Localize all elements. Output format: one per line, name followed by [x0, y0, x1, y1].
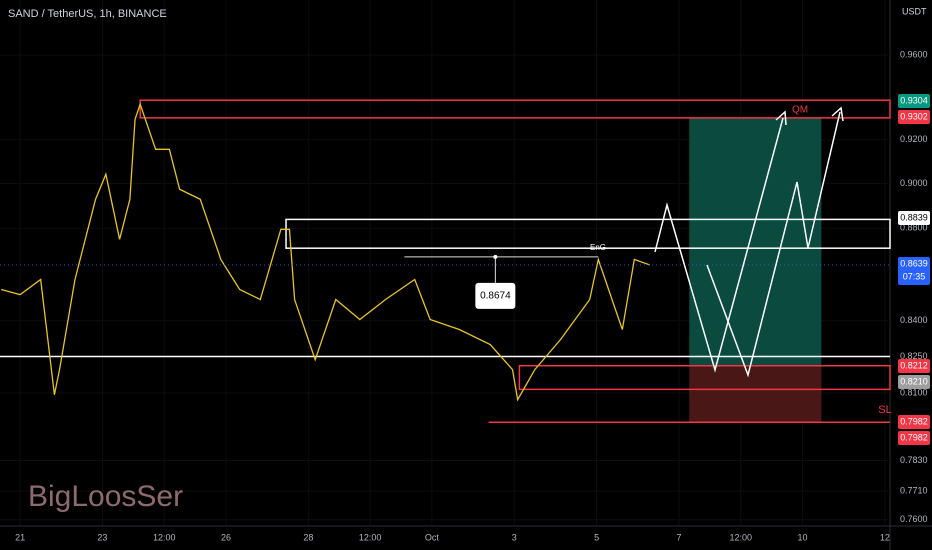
x-tick-label: 12	[880, 532, 890, 542]
arrow-head	[831, 106, 844, 122]
y-tick-label: 0.7830	[900, 455, 928, 465]
zone	[285, 218, 891, 249]
axis-unit: USDT	[902, 6, 927, 16]
annotation: SL	[878, 404, 891, 416]
price-tag-label: 0.7982	[900, 416, 928, 426]
x-tick-label: 26	[221, 532, 231, 542]
x-tick-label: 10	[797, 532, 807, 542]
price-tag-label: 0.9304	[900, 95, 928, 105]
y-tick-label: 0.9200	[900, 134, 928, 144]
price-tag	[898, 375, 930, 389]
price-tag-label: 0.7982	[900, 432, 928, 442]
chart-title: SAND / TetherUS, 1h, BINANCE	[8, 8, 167, 20]
callout-dot	[493, 254, 498, 259]
y-tick-label: 0.8400	[900, 315, 928, 325]
price-tag	[898, 110, 930, 124]
y-tick-label: 0.8250	[900, 351, 928, 361]
zone	[518, 364, 891, 391]
x-tick-label: 12:00	[359, 532, 382, 542]
x-tick-label: 23	[97, 532, 107, 542]
price-tag	[898, 211, 930, 225]
arrow-head	[775, 110, 787, 126]
price-tag-label: 0.8212	[900, 360, 928, 370]
price-tag	[898, 431, 930, 445]
x-tick-label: 12:00	[153, 532, 176, 542]
price-tag	[898, 415, 930, 429]
y-tick-label: 0.9000	[900, 178, 928, 188]
y-tick-label: 0.8100	[900, 387, 928, 397]
annotation: EnG	[590, 243, 606, 252]
callout-box	[475, 282, 516, 309]
annotation: QM	[792, 105, 808, 116]
projection-path	[654, 117, 784, 373]
loss-zone	[689, 365, 822, 423]
price-tag-label: 0.8839	[900, 212, 928, 222]
price-tag-sub: 07:35	[903, 271, 926, 281]
zone	[139, 99, 891, 119]
watermark: BigLoosSer	[28, 480, 183, 513]
x-tick-label: 3	[512, 532, 517, 542]
y-tick-label: 0.7600	[900, 514, 928, 524]
price-tag	[898, 359, 930, 373]
x-tick-label: 7	[676, 532, 681, 542]
y-tick-label: 0.9600	[900, 50, 928, 60]
price-line	[1, 102, 651, 402]
profit-zone	[689, 117, 822, 366]
price-tag-label: 0.9302	[900, 111, 928, 121]
x-tick-label: 12:00	[729, 532, 752, 542]
projection-path	[706, 111, 841, 378]
x-tick-label: Oct	[425, 532, 440, 542]
x-tick-label: 28	[303, 532, 313, 542]
y-tick-label: 0.7710	[900, 486, 928, 496]
price-tag-label: 0.8210	[900, 376, 928, 386]
callout-label: 0.8674	[480, 291, 511, 302]
price-tag	[898, 94, 930, 108]
x-tick-label: 21	[15, 532, 25, 542]
x-tick-label: 5	[594, 532, 599, 542]
price-tag	[898, 257, 930, 285]
y-tick-label: 0.8800	[900, 223, 928, 233]
price-tag-label: 0.8639	[900, 258, 928, 268]
drawings	[654, 106, 844, 378]
